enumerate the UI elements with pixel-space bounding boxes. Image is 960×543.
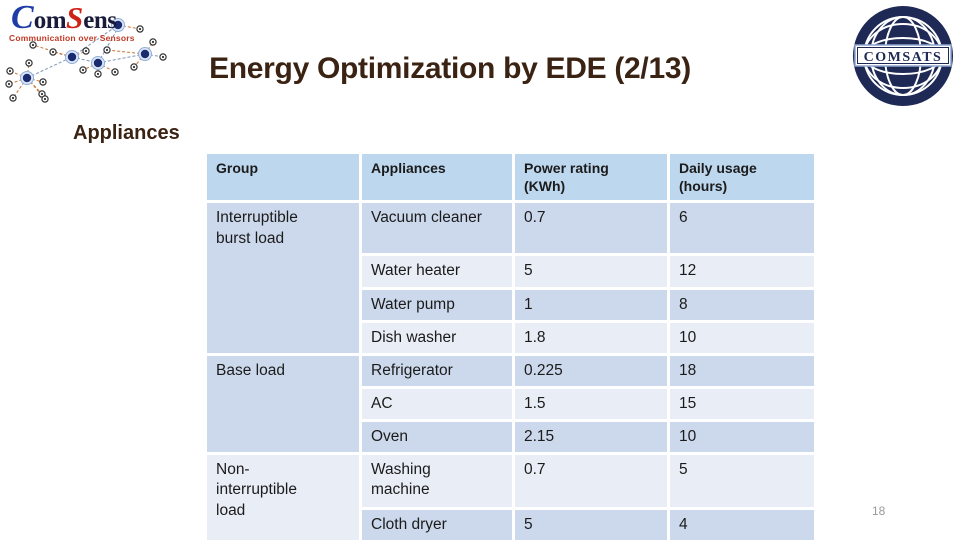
comsens-letter-c: C xyxy=(11,0,34,36)
header-power-rating: Power rating (KWh) xyxy=(515,154,667,201)
power-cell: 1.8 xyxy=(515,322,667,353)
section-heading: Appliances xyxy=(73,122,180,144)
appliance-cell: Vacuum cleaner xyxy=(362,203,512,254)
appliance-cell: Water pump xyxy=(362,289,512,320)
usage-cell: 8 xyxy=(670,289,814,320)
appliance-cell: Oven xyxy=(362,422,512,453)
comsens-letters-om: om xyxy=(33,7,67,34)
header-group: Group xyxy=(207,154,359,201)
comsens-wordmark: ComSens xyxy=(11,0,117,42)
table-row: Non- interruptible load Washing machine … xyxy=(207,455,814,541)
comsats-wordmark: COMSATS xyxy=(864,50,943,65)
group-cell-interruptible-burst-load: Interruptible burst load xyxy=(207,203,359,353)
slide-title: Energy Optimization by EDE (2/13) xyxy=(209,52,691,85)
power-cell: 1 xyxy=(515,289,667,320)
group-cell-non-interruptible-load: Non- interruptible load xyxy=(207,455,359,541)
appliance-cell: Washing machine xyxy=(362,455,512,508)
appliance-cell: Water heater xyxy=(362,256,512,287)
table-row: Water pump 1 8 xyxy=(207,289,814,320)
comsats-banner xyxy=(854,44,952,67)
comsens-letters-ens: ens xyxy=(83,7,117,34)
power-cell: 0.7 xyxy=(515,203,667,254)
power-cell: 0.225 xyxy=(515,355,667,386)
power-cell: 5 xyxy=(515,510,667,541)
usage-cell: 10 xyxy=(670,422,814,453)
comsens-letter-s: S xyxy=(66,0,84,35)
group-cell-base-load: Base load xyxy=(207,355,359,453)
usage-cell: 6 xyxy=(670,203,814,254)
appliance-cell: Refrigerator xyxy=(362,355,512,386)
appliances-table-container: Group Appliances Power rating (KWh) Dail… xyxy=(204,151,817,543)
table-header-row: Group Appliances Power rating (KWh) Dail… xyxy=(207,154,814,201)
appliance-cell: AC xyxy=(362,388,512,420)
table-row: Cloth dryer 5 4 xyxy=(207,510,814,541)
table-row: Dish washer 1.8 10 xyxy=(207,322,814,353)
usage-cell: 15 xyxy=(670,388,814,420)
comsens-tagline: Communication over Sensors xyxy=(9,33,135,43)
appliance-cell: Dish washer xyxy=(362,322,512,353)
table-row: Oven 2.15 10 xyxy=(207,422,814,453)
power-cell: 5 xyxy=(515,256,667,287)
sensor-network-graphic xyxy=(5,18,167,103)
usage-cell: 12 xyxy=(670,256,814,287)
usage-cell: 4 xyxy=(670,510,814,541)
usage-cell: 5 xyxy=(670,455,814,508)
page-number: 18 xyxy=(872,504,886,518)
table-row: Water heater 5 12 xyxy=(207,256,814,287)
usage-cell: 10 xyxy=(670,322,814,353)
table-row: Interruptible burst load Vacuum cleaner … xyxy=(207,203,814,353)
header-daily-usage: Daily usage (hours) xyxy=(670,154,814,201)
usage-cell: 18 xyxy=(670,355,814,386)
table-row: AC 1.5 15 xyxy=(207,388,814,420)
power-cell: 0.7 xyxy=(515,455,667,508)
header-appliances: Appliances xyxy=(362,154,512,201)
table-row: Base load Refrigerator 0.225 18 xyxy=(207,355,814,453)
appliances-table: Group Appliances Power rating (KWh) Dail… xyxy=(204,151,817,543)
comsats-logo: COMSATS xyxy=(853,3,953,111)
comsens-logo: ComSens Communication over Sensors xyxy=(0,0,192,130)
appliance-cell: Cloth dryer xyxy=(362,510,512,541)
power-cell: 1.5 xyxy=(515,388,667,420)
power-cell: 2.15 xyxy=(515,422,667,453)
